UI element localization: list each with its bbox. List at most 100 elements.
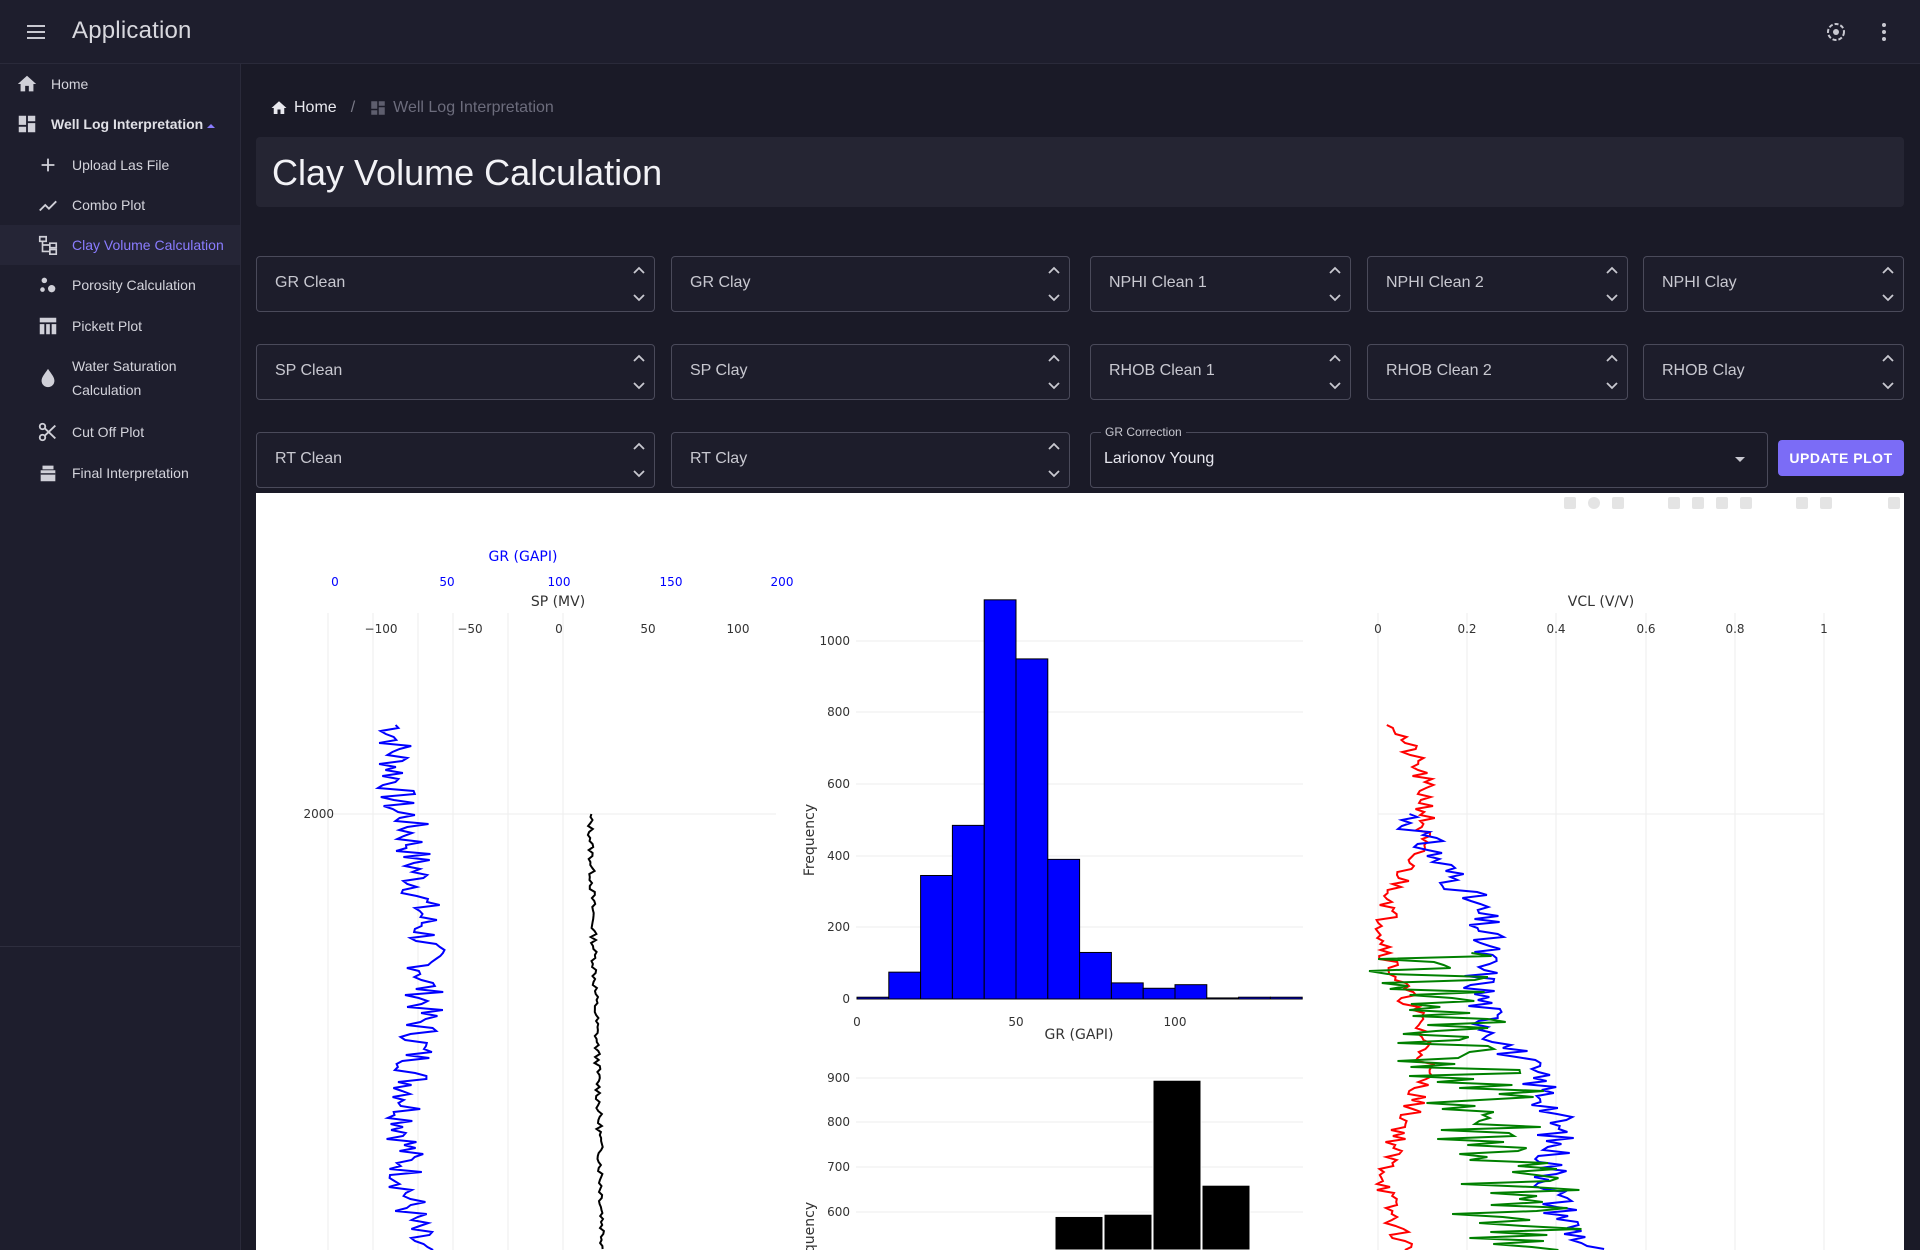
rhob-clay-label: RHOB Clay (1662, 362, 1745, 379)
sidebar-item-home[interactable]: Home (0, 64, 240, 104)
trending-up-icon (37, 194, 59, 216)
histogram-bar (1015, 658, 1049, 1000)
sidebar-item-combo-plot[interactable]: Combo Plot (0, 185, 240, 225)
vcl-tick-label: 0.6 (1636, 622, 1655, 636)
zoom-out-icon[interactable] (1692, 497, 1704, 509)
vcl-red-curve (1374, 724, 1437, 1250)
stepper-icon[interactable] (1047, 439, 1061, 481)
stepper-icon[interactable] (1047, 263, 1061, 305)
theme-toggle-icon[interactable] (1824, 20, 1848, 44)
hist2-y-tick: 900 (827, 1071, 850, 1085)
well-log-figure: GR (GAPI) 0 50 100 150 200 SP (MV) −100 … (303, 497, 1900, 1250)
breadcrumb-separator: / (350, 99, 356, 116)
page-header: Clay Volume Calculation (256, 137, 1904, 207)
histogram-bar (1206, 997, 1240, 1000)
plotly-logo-icon[interactable] (1888, 497, 1900, 509)
scissors-icon (37, 421, 59, 443)
spike-lines-icon[interactable] (1796, 497, 1808, 509)
hist1-y-tick: 1000 (819, 634, 850, 648)
vcl-green-curve (1368, 952, 1582, 1250)
second-histogram: Frequency 600 700 800 900 (802, 1071, 1303, 1250)
gr-clay-input[interactable]: GR Clay (671, 256, 1070, 312)
reset-axes-icon[interactable] (1740, 497, 1752, 509)
rt-clean-input[interactable]: RT Clean (256, 432, 655, 488)
histogram-bar (1201, 1184, 1251, 1250)
stepper-icon[interactable] (1605, 263, 1619, 305)
plot-modebar[interactable] (1564, 497, 1900, 509)
gr-curve (374, 724, 446, 1250)
account-tree-icon (37, 234, 59, 256)
track-gr-sp: GR (GAPI) 0 50 100 150 200 SP (MV) −100 … (303, 549, 793, 1250)
dashboard-icon (371, 101, 385, 115)
rhob-clean-1-input[interactable]: RHOB Clean 1 (1090, 344, 1351, 400)
inventory-icon (37, 462, 59, 484)
histogram-bar (951, 824, 985, 1000)
sp-clean-input[interactable]: SP Clean (256, 344, 655, 400)
vcl-tick-label: 0.8 (1725, 622, 1744, 636)
histogram-bar (1142, 987, 1176, 1000)
zoom-in-icon[interactable] (1668, 497, 1680, 509)
sidebar-item-water-saturation-calculation[interactable]: Water Saturation Calculation (0, 346, 240, 410)
gr-correction-select[interactable]: GR Correction Larionov Young (1090, 425, 1768, 488)
hist1-y-tick: 0 (842, 992, 850, 1006)
nphi-clean-2-input[interactable]: NPHI Clean 2 (1367, 256, 1628, 312)
gr-clean-input[interactable]: GR Clean (256, 256, 655, 312)
page-title: Clay Volume Calculation (272, 152, 663, 193)
hist2-y-tick: 700 (827, 1160, 850, 1174)
nphi-clean-1-label: NPHI Clean 1 (1109, 274, 1207, 291)
autoscale-icon[interactable] (1716, 497, 1728, 509)
hist1-x-tick: 50 (1008, 1015, 1023, 1029)
histogram-bar (856, 996, 890, 1000)
breadcrumb-home[interactable]: Home (270, 99, 337, 117)
nphi-clay-input[interactable]: NPHI Clay (1643, 256, 1904, 312)
pan-icon[interactable] (1612, 497, 1624, 509)
nphi-clean-1-input[interactable]: NPHI Clean 1 (1090, 256, 1351, 312)
stepper-icon[interactable] (1047, 351, 1061, 393)
table-chart-icon (37, 315, 59, 337)
hist1-y-tick: 200 (827, 920, 850, 934)
histogram-bar (1110, 982, 1144, 1000)
sp-clay-label: SP Clay (690, 362, 748, 379)
rhob-clay-input[interactable]: RHOB Clay (1643, 344, 1904, 400)
stepper-icon[interactable] (632, 351, 646, 393)
rhob-clean-2-input[interactable]: RHOB Clean 2 (1367, 344, 1628, 400)
stepper-icon[interactable] (1881, 351, 1895, 393)
camera-icon[interactable] (1564, 497, 1576, 509)
gr-correction-label: GR Correction (1101, 425, 1186, 439)
histogram-bar (1238, 996, 1271, 1000)
stepper-icon[interactable] (1605, 351, 1619, 393)
sp-clay-input[interactable]: SP Clay (671, 344, 1070, 400)
rt-clean-label: RT Clean (275, 450, 342, 467)
histogram-bar (920, 874, 953, 1000)
sidebar-item-upload-las-file[interactable]: Upload Las File (0, 145, 240, 185)
gr-tick-label: 150 (660, 575, 683, 589)
histogram-bar (1174, 984, 1208, 1000)
hist1-y-tick: 600 (827, 777, 850, 791)
gr-tick-label: 100 (548, 575, 571, 589)
stepper-icon[interactable] (1328, 351, 1342, 393)
gr-tick-label: 50 (439, 575, 454, 589)
zoom-icon[interactable] (1588, 497, 1600, 509)
sidebar-item-porosity-calculation[interactable]: Porosity Calculation (0, 265, 240, 305)
stepper-icon[interactable] (632, 439, 646, 481)
bubble-chart-icon (37, 274, 59, 296)
sidebar-item-well-log-interpretation[interactable]: Well Log Interpretation (0, 104, 240, 144)
rt-clay-input[interactable]: RT Clay (671, 432, 1070, 488)
update-plot-button[interactable]: UPDATE PLOT (1778, 440, 1904, 476)
sp-tick-label: 100 (727, 622, 750, 636)
menu-icon[interactable] (24, 20, 48, 44)
stepper-icon[interactable] (1881, 263, 1895, 305)
more-vert-icon[interactable] (1872, 20, 1896, 44)
sp-axis-title: SP (MV) (531, 594, 585, 610)
sidebar-item-pickett-plot[interactable]: Pickett Plot (0, 306, 240, 346)
gr-axis-title: GR (GAPI) (489, 549, 558, 565)
vcl-axis-title: VCL (V/V) (1568, 594, 1634, 610)
sidebar-item-cut-off-plot[interactable]: Cut Off Plot (0, 412, 240, 452)
sidebar-item-final-interpretation[interactable]: Final Interpretation (0, 453, 240, 493)
compare-data-icon[interactable] (1820, 497, 1832, 509)
sidebar-item-clay-volume-calculation[interactable]: Clay Volume Calculation (0, 225, 240, 265)
stepper-icon[interactable] (1328, 263, 1342, 305)
stepper-icon[interactable] (632, 263, 646, 305)
nphi-clean-2-label: NPHI Clean 2 (1386, 274, 1484, 291)
rhob-clean-1-label: RHOB Clean 1 (1109, 362, 1215, 379)
